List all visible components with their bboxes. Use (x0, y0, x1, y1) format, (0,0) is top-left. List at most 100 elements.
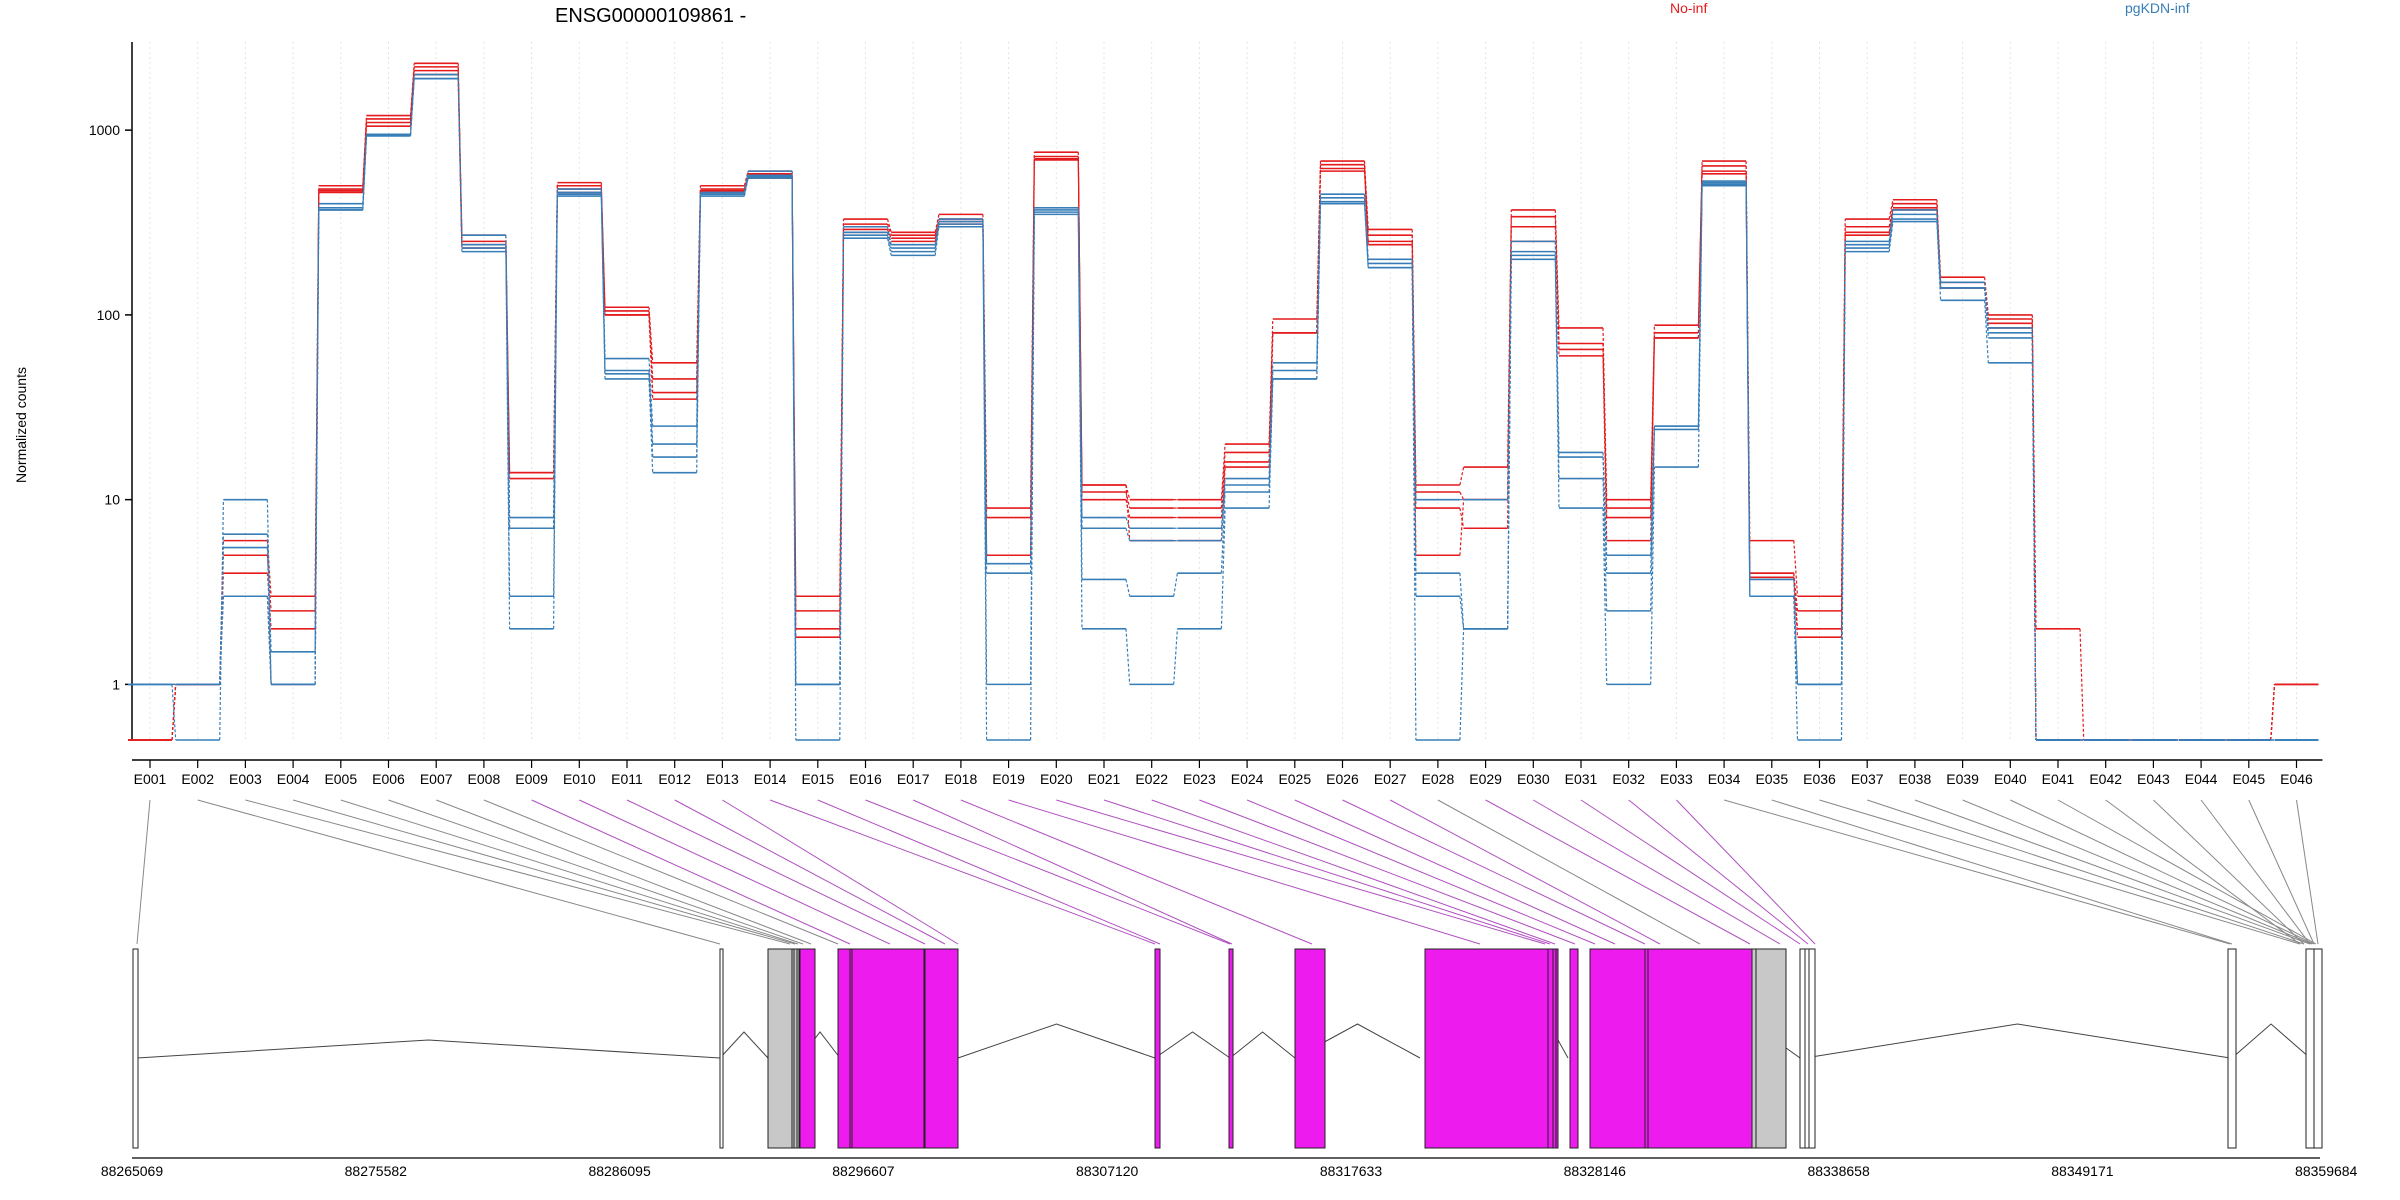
x-tick-label: E009 (515, 771, 548, 787)
exon-connector (245, 799, 791, 945)
exon-connector (1819, 799, 2301, 945)
exon-connector (1771, 799, 2233, 945)
intron (1229, 1031, 1296, 1059)
series-connector (1554, 241, 1560, 356)
series-pgkdn-inf (128, 73, 2319, 741)
coordinate-label: 88265069 (101, 1163, 164, 1179)
x-tick-label: E034 (1708, 771, 1741, 787)
series-connector (648, 307, 654, 363)
series-connector (409, 63, 415, 116)
exon-connector (531, 799, 851, 945)
series-connector (1793, 540, 1799, 597)
exon-connector (1008, 799, 1481, 945)
series-connector (1984, 287, 1989, 339)
series-connector (505, 251, 511, 629)
exon-connector (2153, 799, 2305, 945)
series-connector (2079, 628, 2085, 741)
exon-connector (1676, 799, 1816, 945)
x-tick-label: E028 (1422, 771, 1455, 787)
series-connector (1220, 478, 1226, 529)
series-connector (886, 235, 892, 252)
series-connector (362, 134, 368, 208)
x-tick-label: E017 (897, 771, 930, 787)
exon-connector (1580, 799, 1801, 945)
series-connector (1268, 332, 1274, 468)
series-lines (128, 62, 2319, 741)
series-connector (1459, 628, 1465, 741)
exon-block (1424, 948, 1549, 1149)
x-tick-label: E042 (2089, 771, 2122, 787)
series-connector (886, 223, 892, 236)
series-connector (409, 78, 415, 136)
series-connector (1697, 185, 1703, 468)
exon-block (1647, 948, 1753, 1149)
genomic-coordinates: 88265069 88275582 88286095 88296607 88307120… (101, 1163, 2358, 1179)
exon-block (1294, 948, 1326, 1149)
y-tick-label: 1 (112, 676, 120, 692)
y-tick-label: 10 (104, 492, 120, 508)
series-connector (457, 78, 463, 252)
x-tick-label: E045 (2232, 771, 2265, 787)
series-connector (1888, 214, 1894, 245)
series-connector (982, 226, 988, 741)
series-connector (1125, 628, 1131, 685)
exon-connector (436, 799, 812, 945)
coordinate-label: 88296607 (832, 1163, 895, 1179)
series-connector (1459, 507, 1465, 529)
x-tick-label: E032 (1612, 771, 1645, 787)
x-tick-label: E006 (372, 771, 405, 787)
x-tick-label: E046 (2280, 771, 2313, 787)
x-tick-label: E026 (1326, 771, 1359, 787)
series-connector (1840, 248, 1846, 685)
series-connector (1220, 452, 1226, 509)
series-connector (1316, 203, 1322, 379)
legend-pgkdn-inf: pgKDN-inf (2125, 0, 2190, 16)
series-connector (1602, 457, 1608, 574)
series-connector (743, 176, 749, 195)
coordinate-label: 88275582 (345, 1163, 408, 1179)
y-tick-label: 1000 (89, 122, 120, 138)
x-tick-labels: E001 E002 E003 E004 E005 E006 E007 E008 E009 E010… (134, 771, 2313, 787)
x-tick-label: E004 (277, 771, 310, 787)
series-connector (1363, 203, 1369, 268)
series-connector (1984, 300, 1989, 363)
coordinate-label: 88338658 (1807, 1163, 1870, 1179)
y-tick-label: 100 (97, 307, 121, 323)
series-connector (934, 214, 940, 233)
exon-block (132, 948, 139, 1149)
series-connector (266, 540, 272, 597)
exon-block (2305, 948, 2315, 1149)
series-connector (362, 122, 368, 191)
x-tick-label: E001 (134, 771, 167, 787)
x-tick-label: E031 (1565, 771, 1598, 787)
exon-block (1751, 948, 1787, 1149)
series-connector (648, 370, 654, 445)
coordinate-label: 88359684 (2295, 1163, 2358, 1179)
x-tick-label: E025 (1278, 771, 1311, 787)
intron (1804, 1023, 2231, 1059)
exon-connector (1867, 799, 2305, 945)
grid-lines (149, 42, 2297, 740)
series-connector (1459, 596, 1465, 629)
series-connector (1888, 203, 1894, 227)
exon-block (851, 948, 926, 1149)
series-pgkdn-inf (128, 77, 2319, 741)
x-tick-label: E027 (1374, 771, 1407, 787)
series-connector (1220, 461, 1226, 518)
x-tick-label: E005 (324, 771, 357, 787)
series-connector (409, 66, 415, 119)
series-connector (696, 196, 701, 473)
series-connector (1220, 508, 1226, 629)
coordinate-label: 88307120 (1076, 1163, 1139, 1179)
x-tick-label: E024 (1231, 771, 1264, 787)
exon-connector (1342, 799, 1646, 945)
gene-model (132, 948, 2323, 1159)
series-connector (1363, 201, 1369, 268)
x-tick-label: E043 (2137, 771, 2170, 787)
series-connector (266, 547, 272, 685)
x-tick-label: E012 (658, 771, 691, 787)
exon-connector (1533, 799, 1781, 945)
series-connector (1888, 209, 1894, 242)
exon-block (719, 948, 724, 1149)
